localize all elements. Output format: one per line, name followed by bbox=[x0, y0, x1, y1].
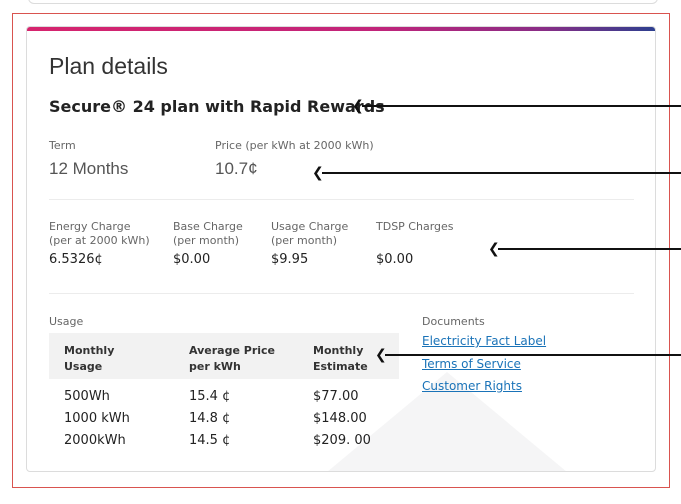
table-cell: 15.4 ¢ bbox=[189, 389, 231, 404]
arrowhead-icon: ❮ bbox=[352, 98, 364, 114]
energy-charge-sub: (per at 2000 kWh) bbox=[49, 234, 150, 247]
tdsp-charges-sub bbox=[376, 234, 454, 248]
documents-label: Documents bbox=[422, 315, 485, 328]
arrowhead-icon: ❮ bbox=[488, 241, 500, 257]
table-cell: $148.00 bbox=[313, 411, 367, 426]
customer-rights-link[interactable]: Customer Rights bbox=[422, 379, 522, 393]
usage-label: Usage bbox=[49, 315, 84, 328]
header-monthly-estimate: Monthly Estimate bbox=[313, 344, 368, 373]
term-value: 12 Months bbox=[49, 159, 129, 178]
price-label: Price (per kWh at 2000 kWh) bbox=[215, 139, 374, 152]
usage-charge: Usage Charge (per month) $9.95 bbox=[271, 220, 348, 267]
base-charge-label: Base Charge bbox=[173, 220, 243, 233]
highlight-frame bbox=[12, 13, 670, 488]
table-header bbox=[49, 333, 399, 379]
arrowhead-icon: ❮ bbox=[312, 165, 324, 181]
table-cell: 14.5 ¢ bbox=[189, 433, 231, 448]
header-monthly-usage: Monthly Usage bbox=[64, 344, 115, 373]
background-decoration bbox=[327, 372, 567, 471]
base-charge-value: $0.00 bbox=[173, 252, 211, 267]
base-charge: Base Charge (per month) $0.00 bbox=[173, 220, 243, 267]
table-cell: $209. 00 bbox=[313, 433, 371, 448]
header-average-price: Average Price per kWh bbox=[189, 344, 276, 373]
electricity-fact-label-link[interactable]: Electricity Fact Label bbox=[422, 334, 547, 348]
annotation-arrow: ❮ bbox=[352, 99, 681, 113]
tdsp-charges: TDSP Charges $0.00 bbox=[376, 220, 454, 267]
usage-charge-label: Usage Charge bbox=[271, 220, 349, 233]
table-cell: 14.8 ¢ bbox=[189, 411, 231, 426]
table-cell: 1000 kWh bbox=[64, 411, 130, 426]
terms-of-service-link[interactable]: Terms of Service bbox=[422, 357, 521, 371]
base-charge-sub: (per month) bbox=[173, 234, 240, 247]
tdsp-charges-value: $0.00 bbox=[376, 252, 414, 267]
plan-name: Secure® 24 plan with Rapid Rewards bbox=[49, 97, 385, 116]
previous-card-edge bbox=[28, 0, 658, 4]
energy-charge-value: 6.5326¢ bbox=[49, 252, 103, 267]
table-cell: 500Wh bbox=[64, 389, 110, 404]
table-cell: $77.00 bbox=[313, 389, 359, 404]
table-cell: 2000kWh bbox=[64, 433, 126, 448]
usage-charge-value: $9.95 bbox=[271, 252, 309, 267]
accent-bar bbox=[27, 27, 655, 31]
term-label: Term bbox=[49, 139, 76, 152]
energy-charge-label: Energy Charge bbox=[49, 220, 131, 233]
energy-charge: Energy Charge (per at 2000 kWh) 6.5326¢ bbox=[49, 220, 150, 267]
annotation-arrow: ❮ bbox=[312, 166, 681, 180]
arrowhead-icon: ❮ bbox=[375, 347, 387, 363]
section-title: Plan details bbox=[49, 53, 168, 79]
annotation-arrow: ❮ bbox=[375, 348, 681, 362]
divider bbox=[49, 293, 634, 294]
divider bbox=[49, 199, 634, 200]
price-value: 10.7¢ bbox=[215, 159, 258, 178]
tdsp-charges-label: TDSP Charges bbox=[376, 220, 454, 233]
usage-charge-sub: (per month) bbox=[271, 234, 338, 247]
annotation-arrow: ❮ bbox=[488, 242, 681, 256]
